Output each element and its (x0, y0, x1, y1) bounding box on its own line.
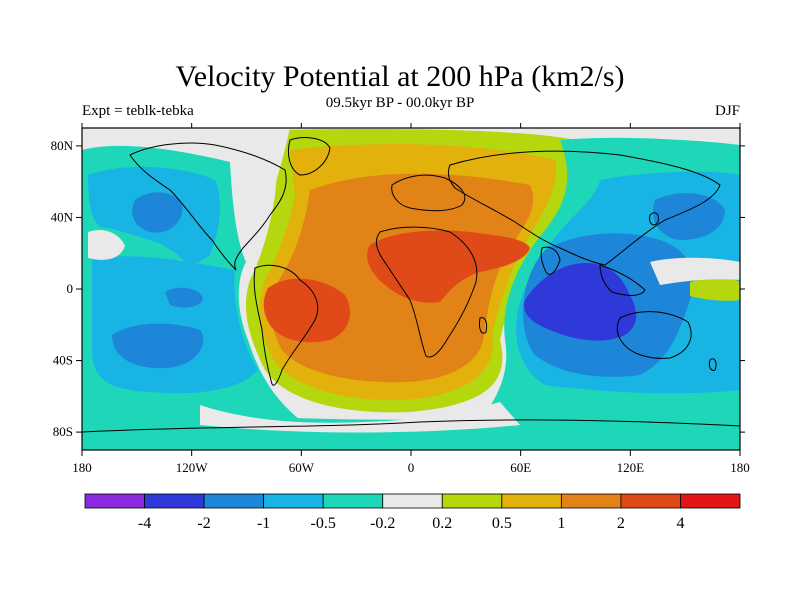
y-tick-label: 80S (53, 424, 73, 439)
colorbar-box (560, 493, 622, 509)
coast-madagascar (479, 317, 488, 334)
coast-japan (649, 212, 659, 226)
chart-subtitle-experiment: Expt = teblk-tebka (82, 103, 194, 119)
colorbar-label: 0.5 (492, 515, 512, 532)
field-positive-redorange-north (367, 230, 530, 303)
field-antarctic-neutral (200, 402, 520, 433)
x-tick-label: 180 (730, 460, 750, 475)
y-axis: 80N 40N 0 40S 80S (51, 138, 745, 439)
colorbar-box (144, 493, 205, 509)
colorbar-label: -1 (257, 515, 270, 532)
colorbar-box (441, 493, 503, 509)
colorbar-label: -0.5 (311, 515, 336, 532)
colorbar-label: 0.2 (432, 515, 452, 532)
coast-antarctica (82, 419, 740, 433)
contour-fields (82, 128, 740, 450)
colorbar-box (84, 493, 145, 509)
y-tick-label: 80N (51, 138, 74, 153)
colorbar-box (501, 493, 562, 509)
colorbar-label: -4 (138, 515, 151, 532)
coast-new-zealand (708, 358, 717, 371)
chart-subtitle-season: DJF (714, 103, 740, 119)
coast-asia (447, 150, 721, 266)
field-east-pacific-green (690, 278, 740, 301)
field-arctic-neutral (230, 128, 290, 200)
colorbar-box (322, 493, 384, 509)
field-positive-redorange-south (263, 278, 350, 343)
colorbar-label: 2 (617, 515, 625, 532)
y-tick-label: 0 (67, 281, 74, 296)
x-tick-label: 60W (289, 460, 315, 475)
colorbar-label: 1 (557, 515, 565, 532)
y-tick-label: 40S (53, 353, 73, 368)
colorbar: -4 -2 -1 -0.5 -0.2 0.2 0.5 1 2 4 (84, 493, 741, 532)
colorbar-label: 4 (676, 515, 684, 532)
field-west-pacific-blue (652, 193, 725, 240)
x-tick-label: 60E (510, 460, 531, 475)
coast-southeast-asia (599, 264, 646, 296)
colorbar-box (263, 493, 324, 509)
field-pacific-neutral-pocket (88, 229, 125, 260)
field-pacific-blue-north (132, 192, 183, 233)
field-indo-dark-blue (524, 263, 637, 341)
x-tick-label: 120E (617, 460, 645, 475)
x-tick-label: 0 (408, 460, 415, 475)
colorbar-box (680, 493, 741, 509)
colorbar-label: -0.2 (370, 515, 395, 532)
colorbar-box (203, 493, 265, 509)
coast-south-america (253, 264, 319, 386)
coastlines (82, 137, 740, 433)
x-tick-label: 120W (176, 460, 209, 475)
field-pacific-blue-mid (165, 287, 203, 308)
colorbar-box (620, 493, 681, 509)
chart-subtitle-period: 09.5kyr BP - 00.0kyr BP (325, 95, 475, 111)
coast-north-america (129, 142, 287, 271)
y-tick-label: 40N (51, 209, 74, 224)
coast-india (540, 246, 561, 275)
coast-australia (616, 311, 692, 359)
colorbar-box (382, 493, 443, 509)
field-pacific-blue-south (112, 323, 204, 369)
x-tick-label: 180 (72, 460, 92, 475)
x-axis: 180 120W 60W 0 60E 120E 180 (72, 123, 750, 475)
coast-africa (375, 226, 478, 358)
colorbar-label: -2 (197, 515, 210, 532)
coast-europe (391, 174, 466, 212)
chart-title: Velocity Potential at 200 hPa (km2/s) (175, 60, 625, 93)
field-east-pacific-neutral (650, 257, 740, 285)
coast-greenland (287, 137, 331, 176)
